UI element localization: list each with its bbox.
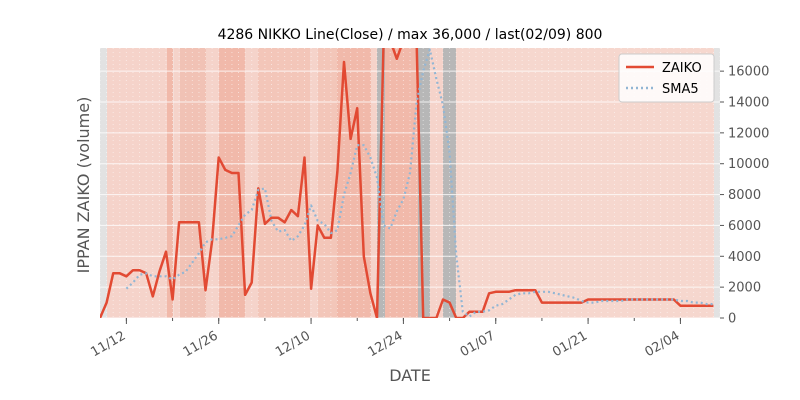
shaded-band: [167, 48, 173, 318]
series-line-zaiko: [100, 48, 714, 318]
shaded-band: [443, 48, 456, 318]
shaded-band: [310, 48, 318, 318]
shaded-band: [318, 48, 337, 318]
y-tick-label: 12000: [728, 126, 769, 141]
legend-label-sma5: SMA5: [662, 82, 699, 97]
shaded-band: [180, 48, 206, 318]
y-tick-label: 10000: [728, 157, 769, 172]
legend-label-zaiko: ZAIKO: [662, 61, 702, 76]
chart-title: 4286 NIKKO Line(Close) / max 36,000 / la…: [218, 27, 603, 43]
shaded-band: [371, 48, 377, 318]
shaded-band: [430, 48, 443, 318]
y-tick-label: 14000: [728, 96, 769, 111]
shaded-band: [714, 48, 720, 318]
legend: ZAIKO SMA5: [618, 53, 715, 103]
y-tick-label: 4000: [728, 250, 761, 265]
y-tick-label: 16000: [728, 65, 769, 80]
y-tick-label: 6000: [728, 219, 761, 234]
y-axis-label: IPPAN ZAIKO (volume): [74, 97, 93, 274]
shaded-band: [174, 48, 180, 318]
shaded-band: [100, 48, 107, 318]
y-tick-label: 8000: [728, 188, 761, 203]
plot-area: [99, 48, 721, 319]
y-tick-label: 2000: [728, 281, 761, 296]
y-axis: 0 2000 4000 6000 8000 10000 12000 14000 16000: [720, 65, 769, 327]
shaded-band: [206, 48, 219, 318]
y-tick-label: 0: [728, 312, 736, 327]
series-lines: [100, 48, 714, 318]
x-axis-label: DATE: [389, 366, 431, 385]
